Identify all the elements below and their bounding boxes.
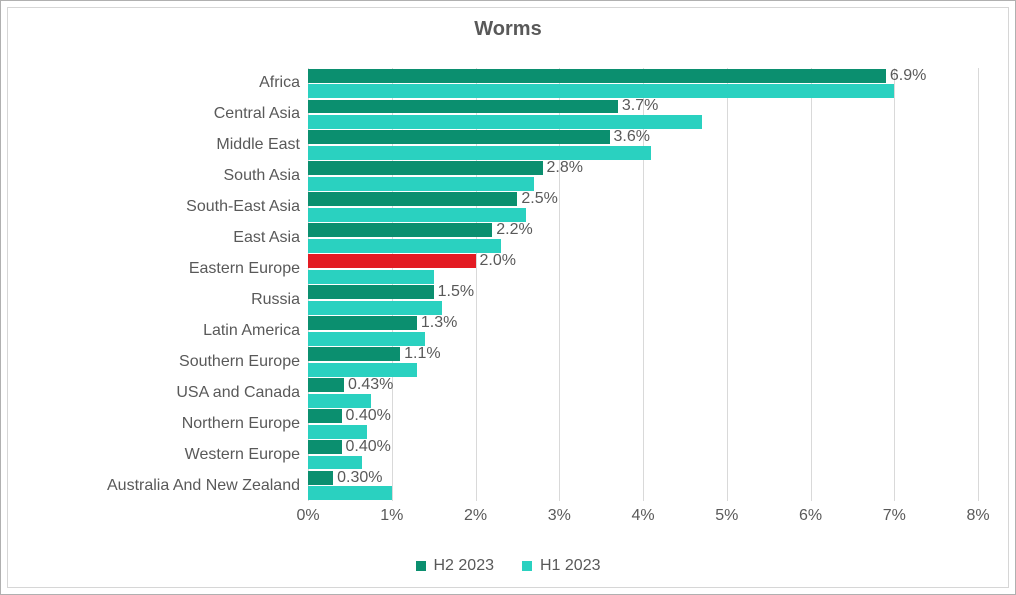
- data-label: 0.40%: [346, 438, 391, 456]
- bar-h2: [308, 192, 517, 206]
- x-tick-label: 2%: [464, 507, 487, 525]
- bar-h2: [308, 161, 543, 175]
- bar-h1: [308, 84, 894, 98]
- x-tick-label: 4%: [631, 507, 654, 525]
- bar-h1: [308, 208, 526, 222]
- bar-h2: [308, 316, 417, 330]
- data-label: 1.5%: [438, 283, 474, 301]
- legend-item-h1: H1 2023: [522, 557, 601, 575]
- data-label: 2.0%: [480, 252, 516, 270]
- y-category-label: East Asia: [233, 223, 300, 254]
- bar-h1: [308, 363, 417, 377]
- bar-h1: [308, 239, 501, 253]
- x-tick-label: 8%: [966, 507, 989, 525]
- bar-row: 1.5%: [308, 285, 978, 316]
- y-category-label: Middle East: [216, 130, 300, 161]
- data-label: 2.8%: [547, 159, 583, 177]
- bar-row: 6.9%: [308, 68, 978, 99]
- x-tick-label: 3%: [548, 507, 571, 525]
- bar-h2: [308, 69, 886, 83]
- bar-row: 0.43%: [308, 377, 978, 408]
- bar-row: 1.3%: [308, 315, 978, 346]
- bar-h1: [308, 301, 442, 315]
- bar-h1: [308, 332, 425, 346]
- y-axis-labels: AfricaCentral AsiaMiddle EastSouth AsiaS…: [8, 68, 300, 501]
- bar-h2: [308, 254, 476, 268]
- y-category-label: Africa: [259, 68, 300, 99]
- y-category-label: Southern Europe: [179, 346, 300, 377]
- data-label: 0.43%: [348, 376, 393, 394]
- data-label: 0.30%: [337, 469, 382, 487]
- bar-h2: [308, 471, 333, 485]
- bar-h2: [308, 440, 342, 454]
- legend-swatch-h1: [522, 561, 532, 571]
- legend-item-h2: H2 2023: [416, 557, 495, 575]
- bar-h2: [308, 130, 610, 144]
- data-label: 6.9%: [890, 67, 926, 85]
- bar-row: 2.8%: [308, 161, 978, 192]
- bar-h2: [308, 347, 400, 361]
- bar-row: 1.1%: [308, 346, 978, 377]
- y-category-label: Eastern Europe: [189, 254, 300, 285]
- legend-label-h2: H2 2023: [434, 557, 495, 575]
- bar-h1: [308, 115, 702, 129]
- bar-row: 0.40%: [308, 408, 978, 439]
- y-category-label: Russia: [251, 285, 300, 316]
- y-category-label: South-East Asia: [186, 192, 300, 223]
- bar-h1: [308, 486, 392, 500]
- bar-row: 3.7%: [308, 99, 978, 130]
- bar-row: 0.40%: [308, 439, 978, 470]
- x-tick-label: 7%: [883, 507, 906, 525]
- data-label: 2.2%: [496, 221, 532, 239]
- bar-h2: [308, 285, 434, 299]
- y-category-label: Latin America: [203, 315, 300, 346]
- bar-row: 0.30%: [308, 470, 978, 501]
- bar-h1: [308, 425, 367, 439]
- y-category-label: Western Europe: [185, 439, 300, 470]
- plot-area: 0%1%2%3%4%5%6%7%8%6.9%3.7%3.6%2.8%2.5%2.…: [308, 68, 978, 501]
- y-category-label: Central Asia: [214, 99, 300, 130]
- y-category-label: South Asia: [224, 161, 301, 192]
- x-tick-label: 5%: [715, 507, 738, 525]
- data-label: 2.5%: [521, 190, 557, 208]
- y-category-label: USA and Canada: [176, 377, 300, 408]
- x-tick-label: 0%: [296, 507, 319, 525]
- bar-h1: [308, 394, 371, 408]
- data-label: 3.7%: [622, 97, 658, 115]
- bar-row: 2.5%: [308, 192, 978, 223]
- bar-h2: [308, 409, 342, 423]
- bar-row: 2.0%: [308, 254, 978, 285]
- bar-row: 2.2%: [308, 223, 978, 254]
- data-label: 0.40%: [346, 407, 391, 425]
- legend: H2 2023 H1 2023: [8, 557, 1008, 575]
- x-tick-label: 1%: [380, 507, 403, 525]
- legend-swatch-h2: [416, 561, 426, 571]
- bar-h1: [308, 146, 651, 160]
- gridline: [978, 68, 979, 501]
- y-category-label: Northern Europe: [182, 408, 300, 439]
- bar-h2: [308, 100, 618, 114]
- bar-row: 3.6%: [308, 130, 978, 161]
- bar-h2: [308, 223, 492, 237]
- chart-title: Worms: [8, 18, 1008, 41]
- data-label: 3.6%: [614, 128, 650, 146]
- legend-label-h1: H1 2023: [540, 557, 601, 575]
- data-label: 1.3%: [421, 314, 457, 332]
- bar-h1: [308, 270, 434, 284]
- chart-frame: Worms AfricaCentral AsiaMiddle EastSouth…: [0, 0, 1016, 595]
- x-tick-label: 6%: [799, 507, 822, 525]
- chart-inner: Worms AfricaCentral AsiaMiddle EastSouth…: [7, 7, 1009, 588]
- bar-h1: [308, 177, 534, 191]
- data-label: 1.1%: [404, 345, 440, 363]
- bar-h2: [308, 378, 344, 392]
- y-category-label: Australia And New Zealand: [107, 470, 300, 501]
- bar-h1: [308, 456, 362, 470]
